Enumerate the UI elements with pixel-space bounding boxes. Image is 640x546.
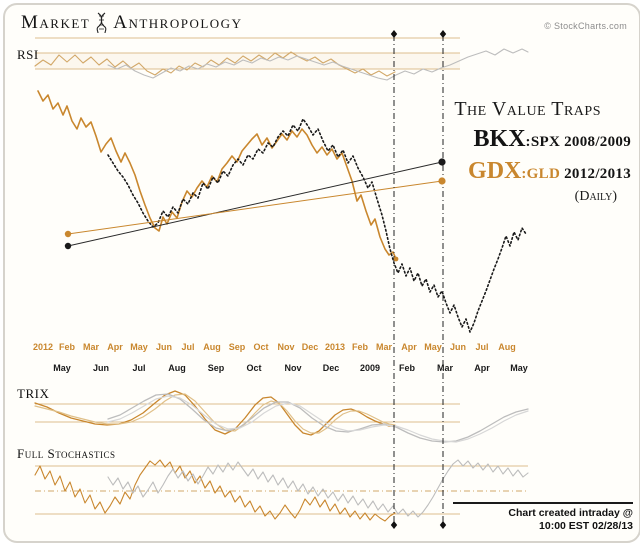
event-diamond-marker xyxy=(390,30,398,38)
x-axis-tick: Feb xyxy=(58,342,76,352)
x-axis-tick: Aug xyxy=(203,342,221,352)
trix-panel-label: TRIX xyxy=(17,386,50,401)
x-axis-tick: May xyxy=(424,342,442,352)
x-axis-tick: Oct xyxy=(253,342,269,352)
x-axis-2012-2013: 2012 Feb Mar Apr May Jun Jul Aug Sep Oct Nov Dec 201… xyxy=(5,342,639,354)
x-axis-tick: Jul xyxy=(181,342,195,352)
series2-detail: :GLD xyxy=(521,166,561,182)
logo: Market Anthropology xyxy=(21,12,242,34)
stoch-gdx-gld xyxy=(34,459,396,522)
series2-years: 2012/2013 xyxy=(560,166,631,182)
x-axis-tick: Oct xyxy=(246,363,262,373)
x-axis-tick: Jul xyxy=(132,363,146,373)
rsi-panel-label: RSI xyxy=(17,47,39,62)
x-axis-tick: 2009 xyxy=(359,363,381,373)
legend-title: The Value Traps xyxy=(454,98,601,120)
series1-symbol: BKX xyxy=(473,126,526,152)
x-axis-tick: Apr xyxy=(107,342,123,352)
chart-canvas xyxy=(34,30,529,529)
trendline-orange xyxy=(67,180,443,235)
trendline-dot xyxy=(393,256,399,262)
x-axis-tick: Jun xyxy=(92,363,110,373)
legend-frequency: (Daily) xyxy=(574,189,617,204)
legend-series2: GDX:GLD 2012/2013 xyxy=(426,156,631,186)
x-axis-tick: Mar xyxy=(436,363,454,373)
x-axis-tick: Dec xyxy=(322,363,340,373)
trix-bkx-spx-signal xyxy=(107,395,529,443)
x-axis-tick: Apr xyxy=(474,363,490,373)
x-axis-tick: May xyxy=(130,342,148,352)
x-axis-tick: Feb xyxy=(398,363,416,373)
stoch-panel-label: Full Stochastics xyxy=(17,446,116,461)
x-axis-tick: Mar xyxy=(375,342,393,352)
series2-symbol: GDX xyxy=(468,158,522,184)
x-axis-tick: Dec xyxy=(301,342,319,352)
x-axis-tick: Nov xyxy=(284,363,302,373)
trendline-dot xyxy=(438,177,446,185)
x-axis-tick: Apr xyxy=(401,342,417,352)
trendline-dot xyxy=(64,242,72,250)
x-axis-tick: Feb xyxy=(351,342,369,352)
x-axis-tick: May xyxy=(53,363,71,373)
chart-frame: Market Anthropology © StockCharts.com RS… xyxy=(3,3,640,543)
legend-series1: BKX:SPX 2008/2009 xyxy=(426,124,631,154)
x-axis-2008-2009: May Jun Jul Aug Sep Oct Nov Dec 2009 Feb Mar Apr May xyxy=(5,363,639,375)
event-diamond-marker xyxy=(439,30,447,38)
x-axis-tick: Sep xyxy=(228,342,246,352)
logo-anthropology: Anthropology xyxy=(113,12,243,33)
event-diamond-marker xyxy=(439,521,447,529)
rsi-gdx-gld xyxy=(34,51,396,77)
x-axis-tick: 2013 xyxy=(324,342,346,352)
x-axis-tick: Aug xyxy=(498,342,516,352)
x-axis-tick: May xyxy=(510,363,528,373)
price-bkx-spx-dotted xyxy=(107,118,527,333)
x-axis-tick: Jun xyxy=(449,342,467,352)
x-axis-tick: 2012 xyxy=(32,342,54,352)
x-axis-tick: Jun xyxy=(155,342,173,352)
dna-icon xyxy=(95,12,108,34)
legend: The Value Traps BKX:SPX 2008/2009 GDX:GL… xyxy=(426,97,631,206)
trendline-black xyxy=(67,161,443,247)
event-diamond-marker xyxy=(390,521,398,529)
footer-line2: 10:00 EST 02/28/13 xyxy=(539,520,633,533)
footer-note: Chart created intraday @ 10:00 EST 02/28… xyxy=(453,501,633,534)
x-axis-tick: Sep xyxy=(207,363,225,373)
trendline-dot xyxy=(64,230,72,238)
x-axis-tick: Jul xyxy=(475,342,489,352)
trendline-dot xyxy=(438,158,446,166)
x-axis-tick: Aug xyxy=(168,363,186,373)
x-axis-tick: Mar xyxy=(82,342,100,352)
x-axis-tick: Nov xyxy=(277,342,295,352)
copyright: © StockCharts.com xyxy=(544,21,627,31)
trix-gdx-gld xyxy=(34,390,396,436)
rsi-bkx-spx xyxy=(107,48,529,81)
price-gdx-gld xyxy=(37,90,397,260)
stoch-bkx-spx xyxy=(107,459,529,518)
logo-market: Market xyxy=(21,12,91,33)
footer-line1: Chart created intraday @ xyxy=(508,506,633,519)
series1-detail: :SPX 2008/2009 xyxy=(525,134,631,150)
